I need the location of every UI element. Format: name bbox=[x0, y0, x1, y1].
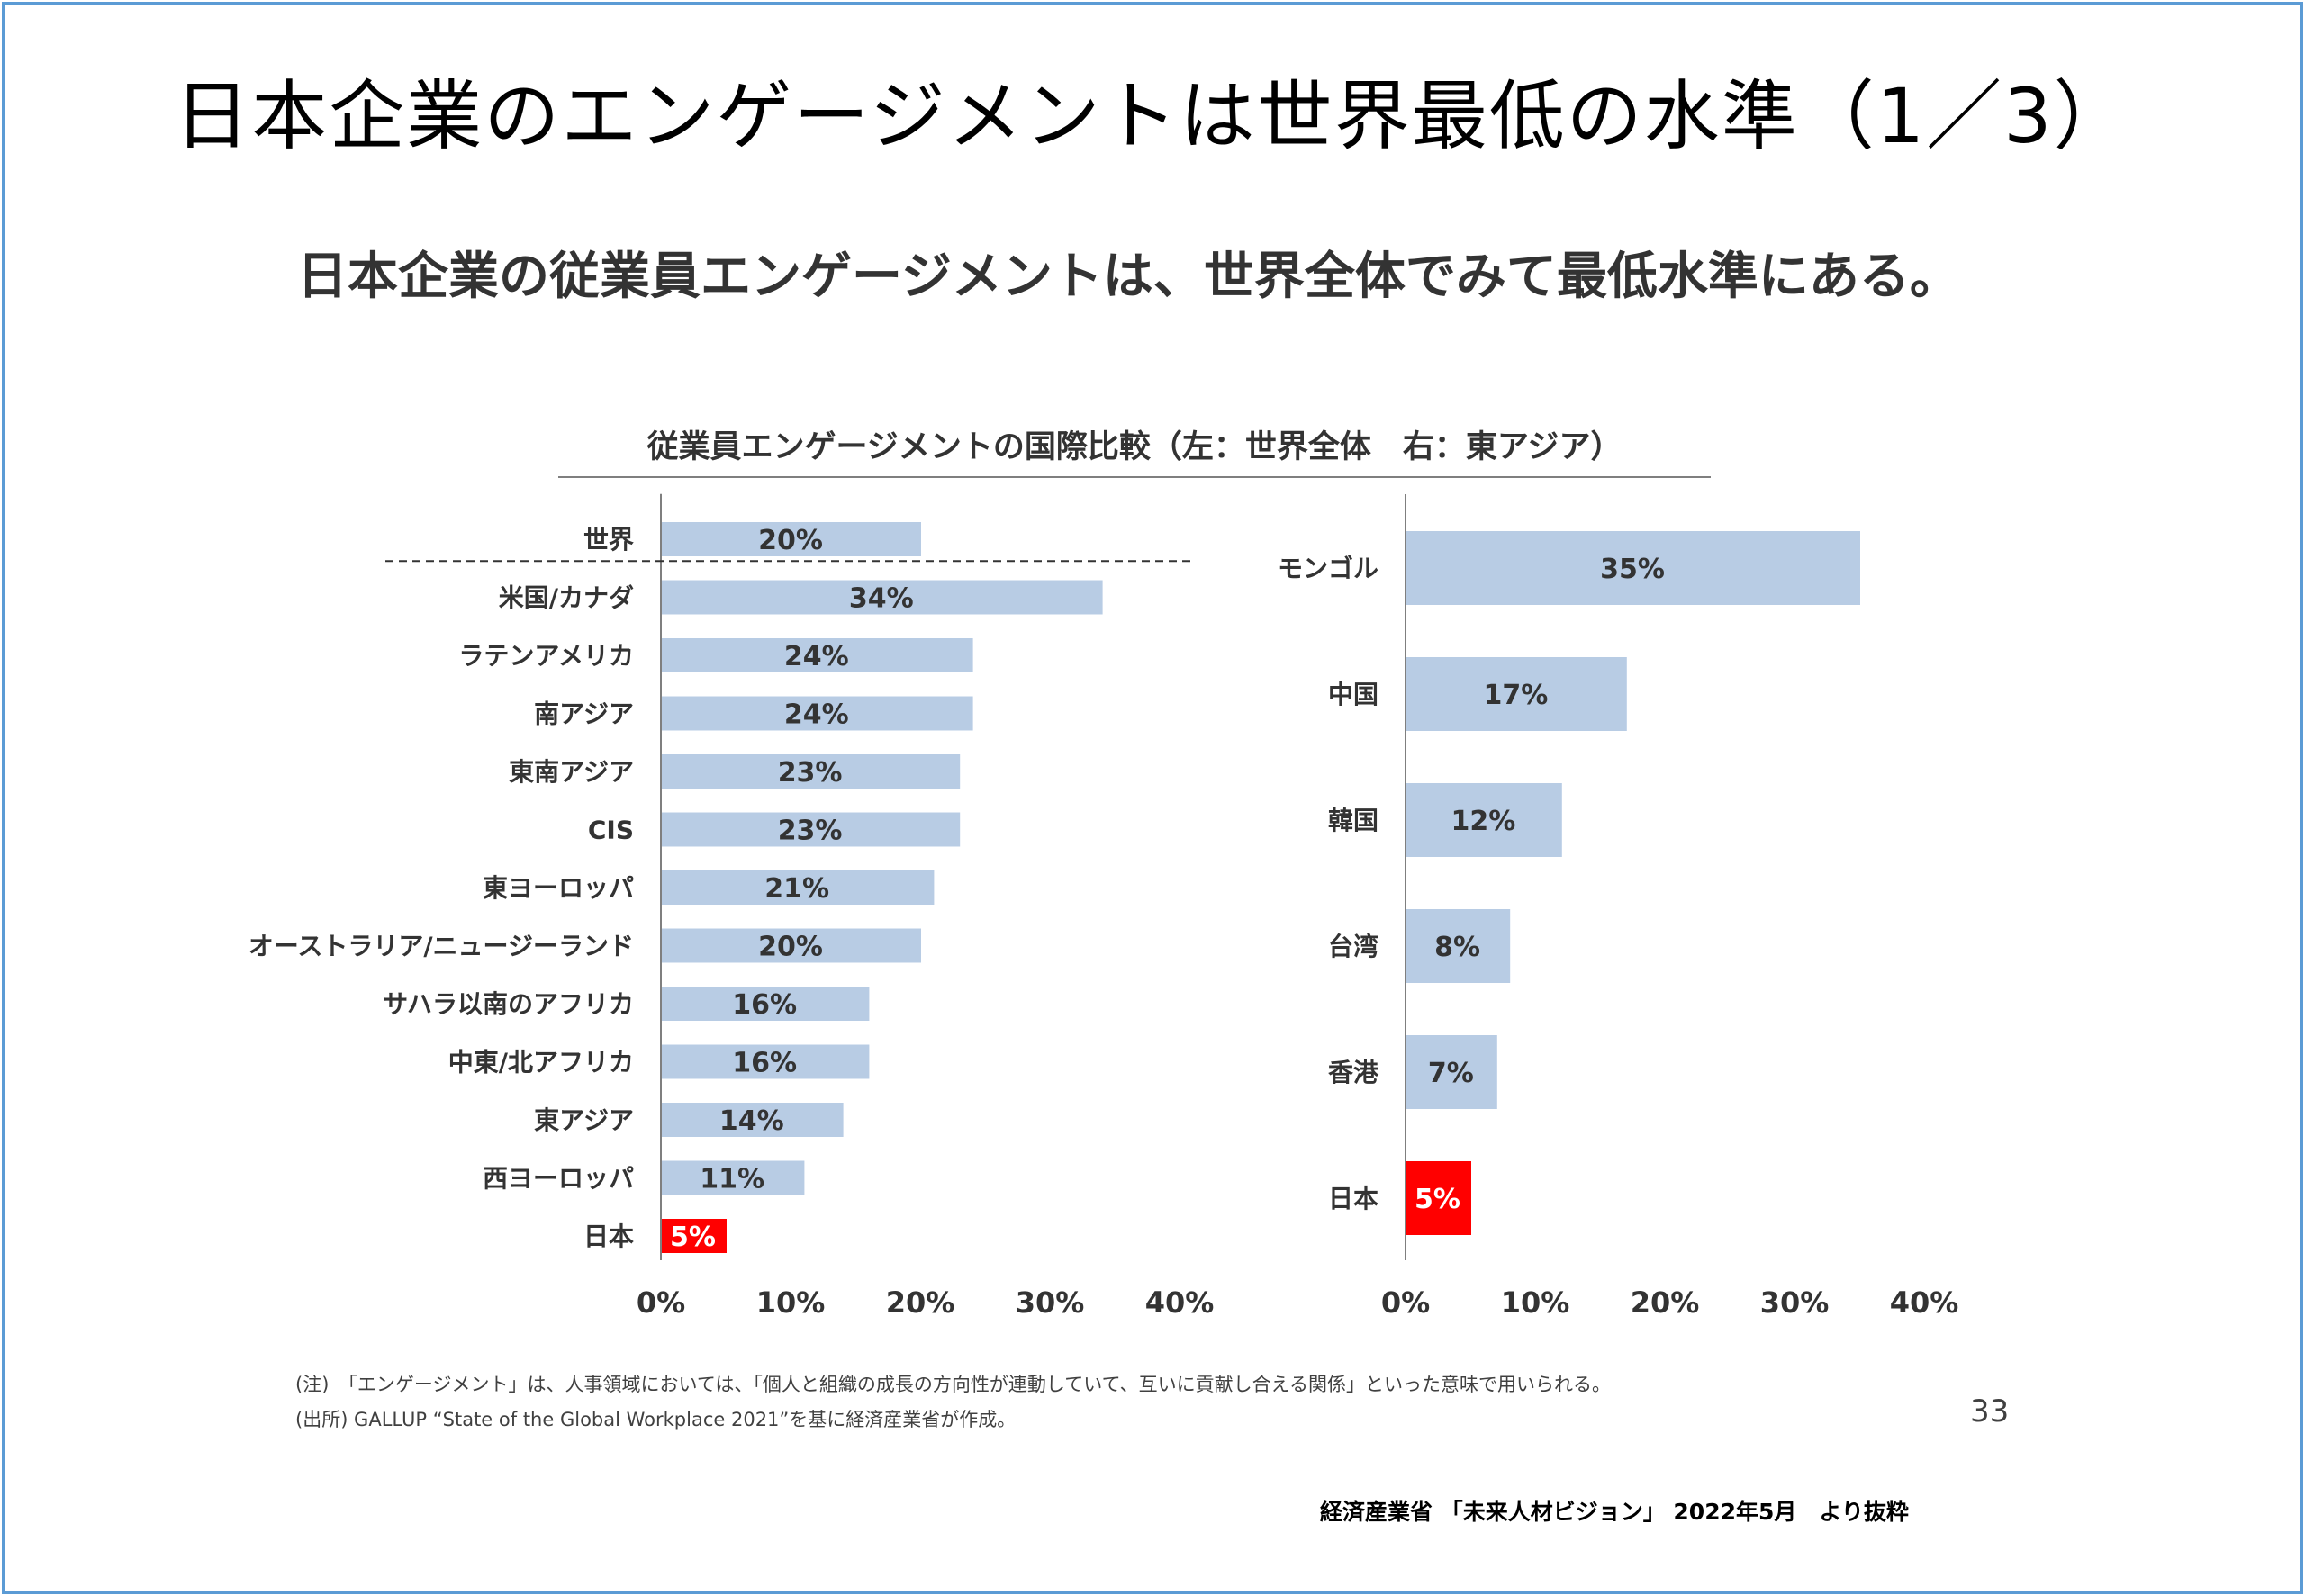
chart-heading-rule bbox=[558, 476, 1711, 478]
value-label: 8% bbox=[1434, 932, 1480, 963]
x-tick-label: 20% bbox=[1631, 1285, 1700, 1320]
value-label: 24% bbox=[784, 699, 849, 731]
category-label: 米国/カナダ bbox=[499, 583, 634, 613]
x-tick-label: 10% bbox=[756, 1285, 826, 1320]
category-label: CIS bbox=[588, 816, 634, 845]
category-label: 香港 bbox=[1328, 1058, 1379, 1087]
bar bbox=[662, 1160, 805, 1195]
category-label: 東ヨーロッパ bbox=[483, 873, 634, 903]
category-label: 韓国 bbox=[1328, 806, 1378, 835]
category-label: 世界 bbox=[583, 525, 634, 555]
value-label: 24% bbox=[784, 641, 849, 672]
value-label: 16% bbox=[732, 1048, 797, 1079]
bar bbox=[662, 754, 961, 789]
category-label: 西ヨーロッパ bbox=[483, 1164, 634, 1194]
category-label: 東南アジア bbox=[509, 757, 634, 787]
page-title: 日本企業のエンゲージメントは世界最低の水準（1／3） bbox=[174, 72, 2131, 160]
x-tick-label: 0% bbox=[637, 1285, 685, 1320]
bar bbox=[662, 1044, 870, 1079]
bar bbox=[662, 696, 973, 731]
value-label: 20% bbox=[758, 525, 823, 556]
category-label: モンゴル bbox=[1278, 554, 1378, 583]
value-label: 11% bbox=[700, 1164, 764, 1195]
value-label: 16% bbox=[732, 989, 797, 1021]
category-label: 南アジア bbox=[534, 699, 634, 729]
bar bbox=[662, 928, 921, 963]
page-number: 33 bbox=[1970, 1393, 2010, 1429]
category-label: ラテンアメリカ bbox=[458, 641, 634, 671]
x-tick-label: 20% bbox=[886, 1285, 955, 1320]
category-label: サハラ以南のアフリカ bbox=[383, 989, 634, 1019]
footnote-note: (注) 「エンゲージメント」は、人事領域においては、「個人と組織の成長の方向性が… bbox=[295, 1374, 1611, 1395]
x-tick-label: 40% bbox=[1890, 1285, 1959, 1320]
footnote-source: (出所) GALLUP “State of the Global Workpla… bbox=[295, 1409, 1017, 1430]
x-tick-label: 10% bbox=[1501, 1285, 1570, 1320]
value-label: 23% bbox=[778, 816, 843, 847]
category-label: 東アジア bbox=[534, 1105, 634, 1135]
bar bbox=[1406, 1161, 1471, 1235]
value-label: 14% bbox=[719, 1105, 784, 1137]
bar bbox=[662, 812, 961, 847]
value-label: 35% bbox=[1600, 554, 1665, 585]
bar bbox=[662, 580, 1103, 615]
category-label: 中東/北アフリカ bbox=[448, 1048, 634, 1078]
bar bbox=[662, 1103, 844, 1137]
category-label: 日本 bbox=[583, 1222, 634, 1251]
x-tick-label: 30% bbox=[1760, 1285, 1830, 1320]
bar bbox=[1406, 657, 1627, 731]
x-tick-label: 0% bbox=[1381, 1285, 1430, 1320]
bar bbox=[662, 870, 935, 905]
value-label: 17% bbox=[1483, 680, 1548, 711]
bar bbox=[1406, 783, 1562, 857]
bar bbox=[662, 638, 973, 672]
category-label: 中国 bbox=[1328, 680, 1378, 709]
x-tick-label: 30% bbox=[1016, 1285, 1085, 1320]
value-label: 12% bbox=[1451, 806, 1515, 837]
x-tick-label: 40% bbox=[1145, 1285, 1215, 1320]
bar bbox=[662, 987, 870, 1021]
value-label: 21% bbox=[764, 873, 829, 905]
value-label: 20% bbox=[758, 932, 823, 963]
value-label: 34% bbox=[849, 583, 914, 615]
attribution: 経済産業省 「未来人材ビジョン」 2022年5月 より抜粋 bbox=[1320, 1499, 1909, 1525]
value-label: 7% bbox=[1428, 1058, 1474, 1089]
bar bbox=[1406, 909, 1511, 983]
bar bbox=[662, 522, 921, 556]
category-label: オーストラリア/ニュージーランド bbox=[249, 932, 634, 961]
bar bbox=[1406, 531, 1860, 605]
page-subtitle: 日本企業の従業員エンゲージメントは、世界全体でみて最低水準にある。 bbox=[297, 248, 1960, 306]
chart-heading: 従業員エンゲージメントの国際比較（左：世界全体 右：東アジア） bbox=[646, 429, 1623, 465]
value-label: 5% bbox=[1415, 1184, 1460, 1215]
value-label: 23% bbox=[778, 757, 843, 789]
value-label: 5% bbox=[670, 1222, 716, 1253]
bar bbox=[662, 1219, 727, 1253]
bar bbox=[1406, 1035, 1497, 1109]
category-label: 日本 bbox=[1328, 1184, 1378, 1213]
category-label: 台湾 bbox=[1328, 932, 1378, 961]
